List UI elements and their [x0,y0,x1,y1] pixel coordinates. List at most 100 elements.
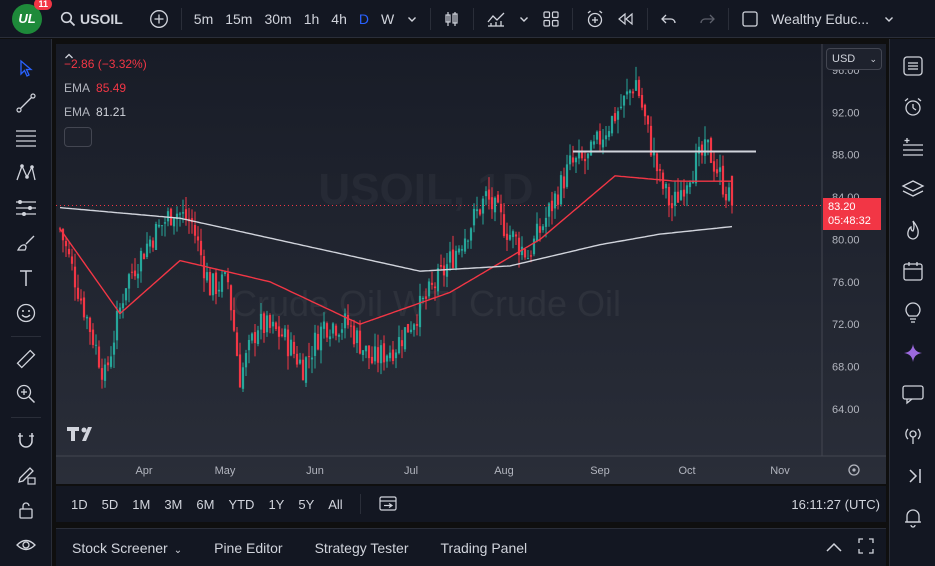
timeframe-30m[interactable]: 30m [264,10,292,27]
candle-body [418,295,422,328]
ema-fast-line[interactable] [59,175,732,325]
trend-line-tool[interactable] [11,88,41,117]
candle-body [223,271,227,275]
candle-body [574,157,578,163]
user-avatar[interactable]: UL 11 [12,0,52,34]
candle-body [355,330,359,344]
hide-drawings[interactable] [11,531,41,560]
icons-tool[interactable] [11,299,41,328]
layout-dropdown[interactable] [877,0,901,38]
range-1M[interactable]: 1M [132,496,151,512]
redo-button[interactable] [692,0,722,38]
candle-body [322,321,326,329]
timeframe-dropdown[interactable] [400,0,424,38]
range-5D[interactable]: 5D [101,496,119,512]
magnet-tool[interactable] [11,426,41,455]
collapse-panel-button[interactable] [818,540,850,556]
chart-type-button[interactable] [437,0,467,38]
range-1D[interactable]: 1D [71,496,88,512]
range-YTD[interactable]: YTD [228,496,255,512]
candle-body [586,153,590,159]
ideas-button[interactable] [898,297,928,327]
object-tree-button[interactable] [898,133,928,163]
arrow-right-bar-icon [908,469,921,483]
timeframe-D[interactable]: D [358,10,369,27]
timeframe-1h[interactable]: 1h [303,10,320,27]
timeframe-4h[interactable]: 4h [331,10,347,27]
maximize-panel-button[interactable] [850,537,882,558]
trading-panel-button[interactable] [898,461,928,491]
replay-button[interactable] [611,0,641,38]
candle-body [202,256,206,279]
candles-icon [445,11,458,26]
hotlists-button[interactable] [898,215,928,245]
candle-body [346,314,350,326]
alerts-button[interactable] [898,92,928,122]
zoom-tool[interactable] [11,380,41,409]
range-5Y[interactable]: 5Y [298,496,315,512]
utc-clock[interactable]: 16:11:27 (UTC) [791,496,880,512]
indicators-dropdown[interactable] [512,0,536,38]
watchlist-button[interactable] [898,51,928,81]
gear-icon[interactable] [848,464,860,476]
candle-body [463,238,467,252]
ema-fast-label[interactable]: EMA [64,81,91,95]
cursor-tool[interactable] [11,53,41,82]
templates-button[interactable] [536,0,566,38]
layout-name[interactable]: Wealthy Educ... [771,10,869,27]
compare-symbol-button[interactable] [143,0,175,38]
range-1Y[interactable]: 1Y [268,496,285,512]
data-window-button[interactable] [898,174,928,204]
candle-body [142,253,146,260]
candle-body [100,368,104,380]
ema-slow-label[interactable]: EMA [64,105,91,119]
chevron-up-icon [826,542,842,552]
undo-button[interactable] [654,0,684,38]
candle-body [532,238,536,255]
streams-button[interactable] [898,420,928,450]
text-tool[interactable] [11,263,41,292]
notifications-button[interactable] [898,502,928,532]
collapse-legend-button[interactable] [64,53,92,147]
candle-body [256,330,260,345]
candle-body [253,332,257,344]
fib-tool[interactable] [11,123,41,152]
magnet-icon [17,433,34,448]
tab-pine-editor[interactable]: Pine Editor [214,539,283,556]
forecasting-tool[interactable] [11,193,41,222]
lock-drawings[interactable] [11,496,41,525]
currency-select[interactable]: USD ⌄ [826,48,882,70]
candle-body [73,266,77,288]
candle-body [394,352,398,359]
layers-icon [901,180,924,197]
timeframe-5m[interactable]: 5m [193,10,214,27]
timeframe-15m[interactable]: 15m [225,10,253,27]
tab-stock-screener[interactable]: Stock Screener ⌄ [56,540,198,556]
list-icon [902,56,923,76]
ai-assistant-button[interactable] [898,338,928,368]
indicators-button[interactable] [480,0,512,38]
symbol-search-button[interactable]: USOIL [54,0,129,38]
layout-checkbox[interactable] [735,0,765,38]
stay-in-drawing-mode[interactable] [11,461,41,490]
tab-trading-panel[interactable]: Trading Panel [440,539,528,556]
brush-tool[interactable] [11,228,41,257]
calendar-button[interactable] [898,256,928,286]
go-to-date-button[interactable] [371,494,405,515]
measure-tool[interactable] [11,345,41,374]
range-3M[interactable]: 3M [164,496,183,512]
candle-body [499,203,503,213]
timeframe-W[interactable]: W [380,10,395,27]
price-axis-label: 72.00 [832,319,860,331]
chats-button[interactable] [898,379,928,409]
range-6M[interactable]: 6M [196,496,215,512]
patterns-tool[interactable] [11,158,41,187]
tab-strategy-tester[interactable]: Strategy Tester [314,539,409,556]
alert-button[interactable] [579,0,611,38]
range-All[interactable]: All [328,496,343,512]
chart-pane[interactable]: USOIL, 1D Crude Oil WTI Crude Oil 64.00 68.… [56,44,886,484]
ema-slow-line[interactable] [59,206,733,272]
candle-body [700,144,704,156]
candle-body [292,341,296,354]
